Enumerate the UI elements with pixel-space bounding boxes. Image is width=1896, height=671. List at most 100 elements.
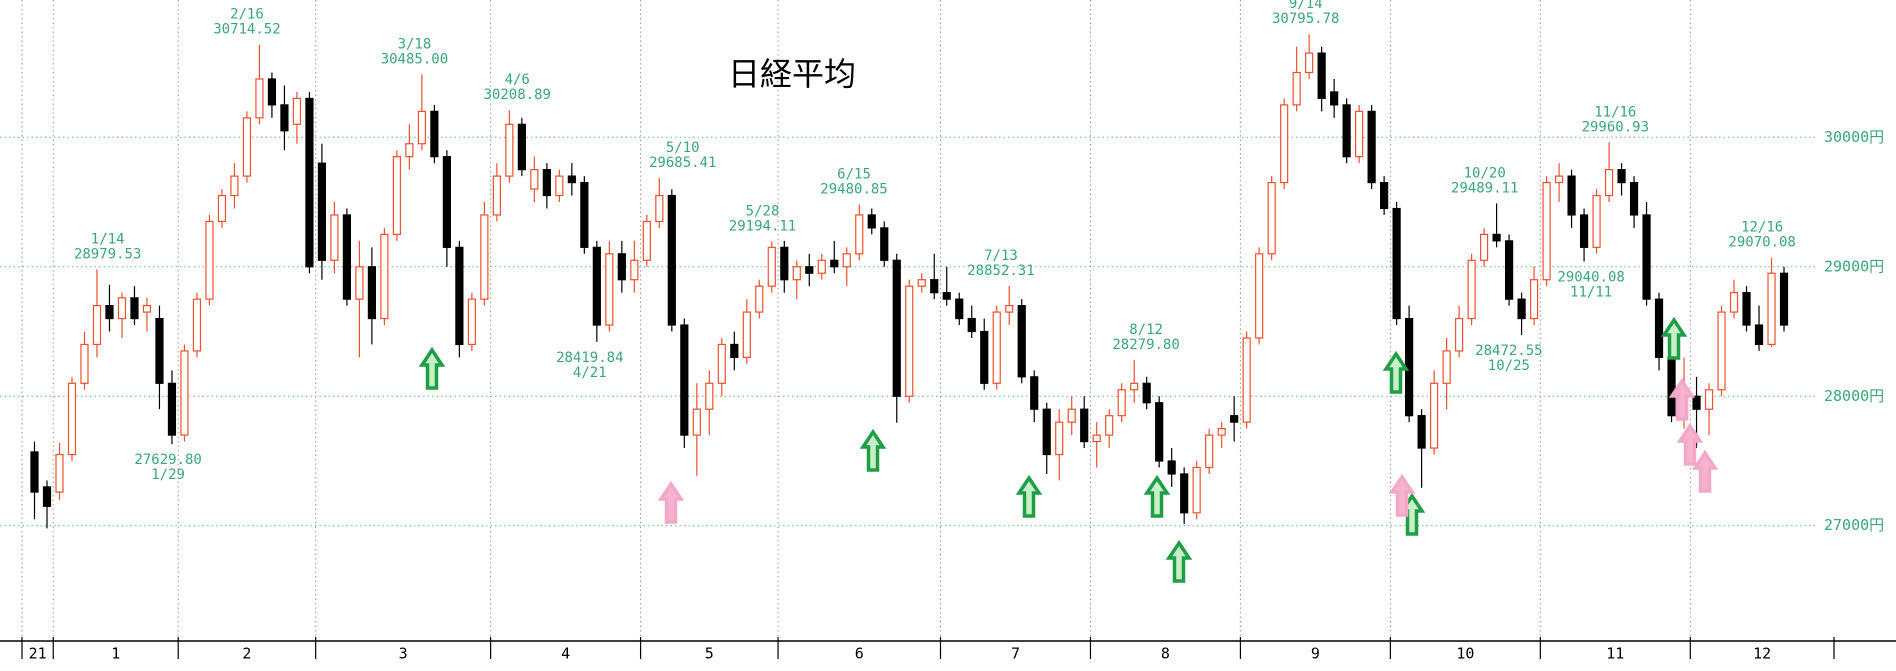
candle-body	[1255, 253, 1264, 339]
candle-body	[1554, 175, 1564, 184]
candle-body	[1642, 214, 1651, 300]
x-tick-label: 12	[1753, 645, 1771, 663]
pink-arrow	[1693, 451, 1717, 493]
candle-body	[1654, 298, 1664, 359]
candle-body	[255, 78, 264, 119]
candle-body	[1180, 473, 1189, 514]
annotation-date: 5/28	[746, 204, 780, 220]
annotation-value: 28419.84	[556, 350, 623, 366]
candle-body	[1242, 337, 1251, 423]
candle-body	[1355, 110, 1364, 158]
candle-body	[1529, 279, 1539, 320]
annotation-value: 30795.78	[1272, 11, 1339, 27]
candle-body	[1717, 311, 1726, 391]
green-arrow	[1662, 318, 1686, 360]
candle-body	[605, 253, 614, 326]
annotation-date: 12/16	[1741, 220, 1783, 236]
candle-body	[1692, 395, 1701, 410]
candle-body	[1330, 91, 1339, 106]
candle-body	[1729, 292, 1739, 313]
candle-body	[480, 214, 489, 300]
candle-body	[842, 253, 851, 268]
candle-body	[555, 175, 564, 197]
green-arrow	[1167, 541, 1191, 583]
candle-body	[180, 350, 189, 436]
x-tick-label: 8	[1161, 645, 1170, 663]
candle-body	[1042, 408, 1051, 456]
candle-body	[780, 246, 789, 281]
pink-arrow	[659, 482, 683, 524]
candle-body	[1080, 408, 1089, 443]
green-arrow	[861, 430, 885, 472]
candle-body	[1592, 194, 1601, 248]
candle-body	[30, 451, 39, 493]
candle-body	[280, 104, 289, 132]
annotation-date: 5/10	[666, 140, 700, 156]
candle-body	[542, 169, 551, 197]
candle-body	[1205, 434, 1214, 469]
y-tick-label: 30000円	[1824, 128, 1884, 146]
candle-body	[1105, 415, 1114, 436]
annotation-date: 1/14	[91, 231, 125, 247]
candle-body	[142, 305, 152, 313]
annotation-value: 28472.55	[1475, 343, 1542, 359]
candle-body	[1055, 421, 1064, 456]
annotation-value: 28279.80	[1112, 337, 1179, 353]
chart-title: 日経平均	[728, 55, 856, 93]
annotation-date: 6/15	[837, 166, 871, 182]
candle-body	[217, 194, 227, 223]
candle-body	[342, 214, 352, 300]
candle-body	[1217, 428, 1226, 436]
annotation-date: 10/25	[1488, 358, 1530, 374]
candle-body	[267, 78, 277, 106]
candle-body	[742, 311, 751, 359]
candle-body	[292, 97, 302, 125]
candle-body	[1742, 292, 1751, 326]
candle-body	[1667, 356, 1676, 417]
candle-body	[1517, 298, 1526, 320]
candle-body	[192, 298, 202, 352]
x-tick-label: 7	[1011, 645, 1020, 663]
candle-body	[1704, 389, 1714, 410]
candle-body	[630, 259, 639, 281]
candle-body	[367, 266, 377, 320]
y-tick-label: 27000円	[1824, 516, 1884, 534]
candles	[30, 34, 1789, 529]
annotation-value: 29489.11	[1451, 180, 1518, 196]
annotation-date: 8/12	[1129, 322, 1163, 338]
x-tick-label: 6	[855, 645, 864, 663]
annotation-date: 3/18	[398, 36, 432, 52]
annotation-value: 29960.93	[1582, 119, 1649, 135]
x-tick-label: 4	[561, 645, 570, 663]
candle-body	[917, 279, 926, 287]
annotation-date: 11/11	[1570, 285, 1612, 301]
candle-body	[1617, 169, 1626, 184]
x-tick-label: 2	[242, 645, 251, 663]
candle-body	[617, 253, 626, 281]
candle-body	[1754, 324, 1764, 346]
green-arrow	[420, 348, 444, 390]
candle-body	[655, 194, 664, 223]
candle-body	[355, 266, 364, 300]
candle-body	[792, 266, 801, 281]
candle-body	[1392, 207, 1401, 320]
candle-body	[467, 298, 476, 346]
candle-body	[755, 285, 764, 313]
candle-body	[1579, 214, 1589, 248]
candle-body	[55, 453, 64, 493]
candle-body	[1442, 350, 1451, 384]
candle-body	[805, 266, 814, 274]
candle-body	[1430, 382, 1439, 449]
candle-body	[705, 382, 714, 410]
annotation-date: 9/14	[1289, 0, 1323, 12]
candle-body	[1017, 305, 1026, 378]
candle-body	[1504, 240, 1514, 300]
candle-body	[1542, 181, 1551, 281]
candle-body	[392, 156, 401, 235]
candle-body	[667, 194, 676, 326]
candle-body	[167, 382, 177, 436]
candle-body	[42, 486, 52, 507]
candle-body	[105, 305, 114, 320]
candle-body	[855, 214, 864, 255]
